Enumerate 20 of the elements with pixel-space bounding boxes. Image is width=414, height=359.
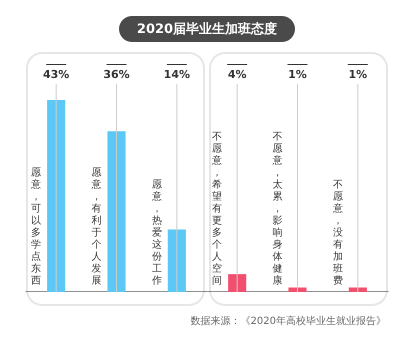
category-label: 不愿意，没有加班费 [332, 180, 343, 287]
bar [107, 131, 126, 292]
category-label: 不愿意，希望有更多个人空间 [212, 132, 222, 287]
data-label: 4% [228, 68, 247, 81]
bar [168, 229, 186, 292]
category-label: 愿意，可以多学点东西 [31, 168, 42, 287]
category-label: 愿意，有利于个人发展 [92, 168, 102, 287]
data-label: 43% [42, 68, 70, 81]
bar [348, 288, 367, 292]
bar [47, 100, 66, 292]
data-label: 1% [288, 68, 307, 81]
data-label: 36% [103, 68, 130, 81]
bar [228, 274, 246, 292]
chart-title: 2020届毕业生加班态度 [118, 16, 296, 42]
category-label: 愿意，热爱这份工作 [152, 180, 162, 287]
category-label: 不愿意，太累，影响身体健康 [272, 132, 282, 287]
bar [288, 288, 307, 292]
data-label: 1% [348, 68, 368, 81]
data-label: 14% [164, 68, 190, 81]
source-note: 数据来源：《2020年高校毕业生就业报告》 [190, 314, 387, 328]
